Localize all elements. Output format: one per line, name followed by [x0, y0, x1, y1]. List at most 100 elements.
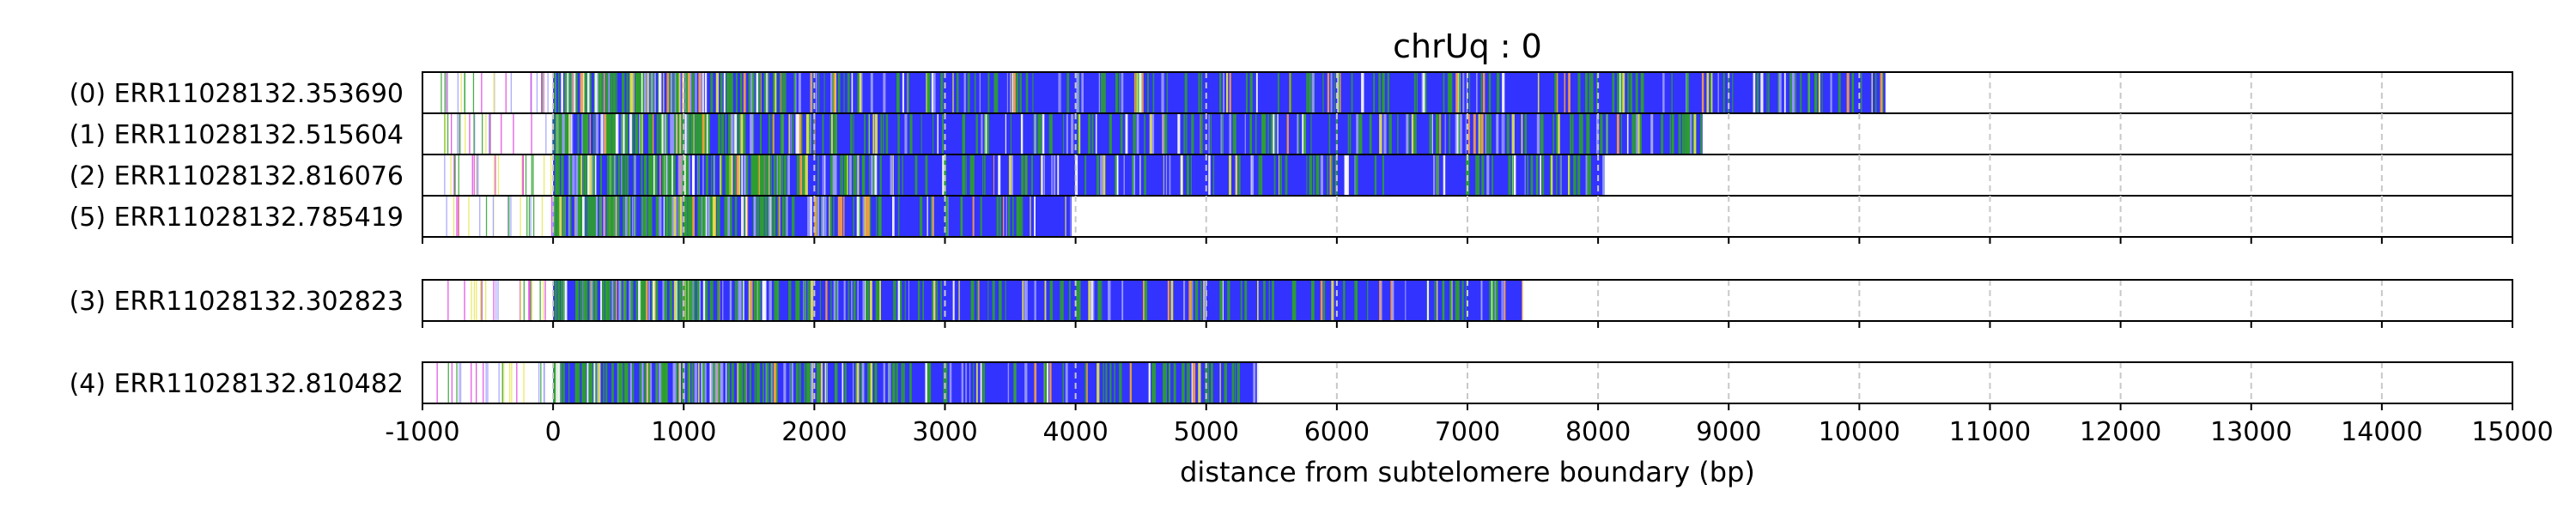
variant-stripe: [821, 196, 823, 237]
variant-stripe: [1612, 72, 1615, 113]
variant-stripe: [640, 113, 641, 154]
variant-stripe: [582, 280, 586, 321]
variant-stripe: [555, 154, 558, 196]
variant-stripe: [1258, 154, 1261, 196]
variant-stripe: [634, 154, 636, 196]
variant-stripe: [769, 362, 772, 403]
variant-stripe: [1361, 72, 1364, 113]
variant-stripe: [1347, 113, 1350, 154]
variant-stripe: [797, 113, 799, 154]
variant-stripe: [1461, 280, 1464, 321]
variant-stripe: [1114, 362, 1115, 403]
variant-stripe: [1272, 280, 1274, 321]
variant-stripe: [856, 362, 860, 403]
variant-stripe: [649, 72, 652, 113]
variant-stripe: [1537, 72, 1540, 113]
variant-stripe: [1253, 362, 1255, 403]
prefix-mark: [485, 196, 488, 237]
variant-stripe: [1501, 280, 1504, 321]
variant-stripe: [864, 113, 866, 154]
variant-stripe: [1631, 113, 1635, 154]
variant-stripe: [1208, 154, 1211, 196]
variant-stripe: [896, 362, 898, 403]
variant-stripe: [615, 154, 617, 196]
variant-stripe: [680, 154, 683, 196]
variant-stripe: [892, 154, 894, 196]
variant-stripe: [568, 113, 570, 154]
variant-stripe: [958, 280, 960, 321]
variant-stripe: [1200, 72, 1203, 113]
variant-stripe: [978, 280, 980, 321]
variant-stripe: [1145, 280, 1148, 321]
variant-stripe: [750, 113, 754, 154]
variant-stripe: [576, 72, 578, 113]
variant-stripe: [1008, 154, 1012, 196]
variant-stripe: [773, 196, 776, 237]
variant-stripe: [1081, 72, 1084, 113]
variant-stripe: [965, 154, 967, 196]
variant-stripe: [1541, 154, 1545, 196]
variant-stripe: [835, 362, 838, 403]
variant-stripe: [870, 280, 872, 321]
variant-stripe: [952, 280, 955, 321]
variant-stripe: [1568, 72, 1571, 113]
prefix-mark: [497, 280, 499, 321]
tvr-block: [553, 154, 1605, 196]
variant-stripe: [1229, 154, 1231, 196]
x-tick-label: 0: [545, 417, 562, 447]
variant-stripe: [909, 113, 912, 154]
prefix-mark: [510, 72, 512, 113]
variant-stripe: [1018, 196, 1020, 237]
variant-stripe: [729, 113, 731, 154]
variant-stripe: [1208, 113, 1210, 154]
variant-stripe: [1331, 280, 1334, 321]
variant-stripe: [1260, 154, 1263, 196]
variant-stripe: [762, 280, 763, 321]
variant-stripe: [1303, 113, 1307, 154]
variant-stripe: [1097, 362, 1100, 403]
variant-stripe: [1392, 280, 1394, 321]
variant-stripe: [557, 72, 560, 113]
variant-stripe: [1577, 154, 1581, 196]
variant-stripe: [1277, 113, 1279, 154]
variant-stripe: [740, 113, 744, 154]
variant-stripe: [1527, 154, 1528, 196]
variant-stripe: [1053, 154, 1056, 196]
variant-stripe: [1046, 362, 1049, 403]
variant-stripe: [1480, 280, 1482, 321]
variant-stripe: [1251, 154, 1255, 196]
prefix-mark: [538, 362, 540, 403]
variant-stripe: [656, 113, 659, 154]
variant-stripe: [665, 280, 667, 321]
variant-stripe: [627, 113, 629, 154]
variant-stripe: [1306, 72, 1309, 113]
variant-stripe: [949, 362, 952, 403]
variant-stripe: [1589, 154, 1591, 196]
read-group: (0) ERR11028132.353690 (1) ERR11028132.51…: [70, 71, 2513, 244]
variant-stripe: [1406, 113, 1409, 154]
variant-stripe: [637, 72, 641, 113]
variant-stripe: [1480, 113, 1484, 154]
variant-stripe: [673, 154, 676, 196]
variant-stripe: [798, 72, 801, 113]
variant-stripe: [897, 72, 900, 113]
variant-stripe: [737, 113, 738, 154]
variant-stripe: [890, 154, 894, 196]
variant-stripe: [1504, 280, 1506, 321]
variant-stripe: [1524, 113, 1528, 154]
variant-stripe: [1477, 154, 1480, 196]
variant-stripe: [937, 113, 939, 154]
x-tick-label: 7000: [1435, 417, 1500, 447]
variant-stripe: [904, 280, 906, 321]
variant-stripe: [956, 72, 959, 113]
variant-stripe: [614, 154, 616, 196]
variant-stripe: [581, 362, 584, 403]
variant-stripe: [1791, 72, 1795, 113]
variant-stripe: [984, 113, 987, 154]
variant-stripe: [982, 362, 986, 403]
variant-stripe: [586, 72, 590, 113]
variant-stripe: [1710, 72, 1711, 113]
prefix-mark: [487, 362, 489, 403]
variant-stripe: [866, 280, 870, 321]
variant-stripe: [902, 154, 903, 196]
